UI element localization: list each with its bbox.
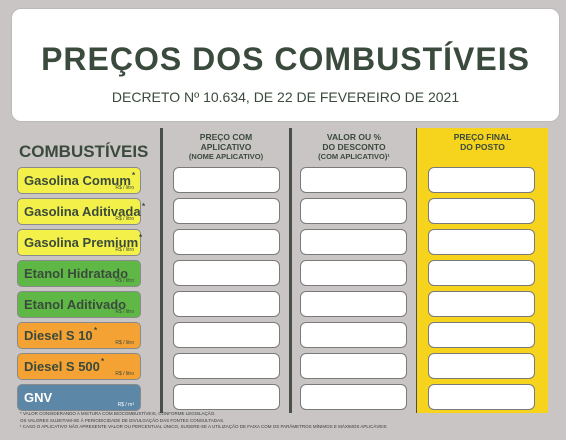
fuel-label: Gasolina Comum * R$ / litro — [17, 167, 141, 194]
fuel-mark: * — [132, 171, 136, 180]
fuel-name: Etanol Aditivado — [24, 297, 127, 312]
fuel-name: Etanol Hidratado — [24, 266, 129, 281]
fuel-label: GNV R$ / m³ — [17, 384, 141, 411]
discount-field[interactable] — [300, 384, 407, 410]
header-panel: PREÇOS DOS COMBUSTÍVEIS DECRETO Nº 10.63… — [11, 8, 560, 122]
column-header-line: (COM APLICATIVO)¹ — [318, 152, 390, 161]
discount-field[interactable] — [300, 229, 407, 255]
final-price-field[interactable] — [428, 167, 535, 193]
footnote: ¹ CASO O APLICATIVO NÃO APRESENTE VALOR … — [20, 424, 387, 429]
column-header-line: DO POSTO — [460, 142, 505, 152]
fuel-name: Diesel S 10 — [24, 328, 93, 343]
fuel-mark: * — [139, 233, 143, 242]
fuel-name: Gasolina Aditivada — [24, 204, 141, 219]
fuel-name: GNV — [24, 390, 53, 405]
app-price-field[interactable] — [173, 198, 280, 224]
discount-field[interactable] — [300, 322, 407, 348]
fuel-unit: R$ / m³ — [117, 402, 134, 408]
fuel-label: Gasolina Premium * R$ / litro — [17, 229, 143, 256]
fuel-label: Etanol Hidratado R$ / litro — [17, 260, 141, 287]
page-title: PREÇOS DOS COMBUSTÍVEIS — [41, 41, 530, 77]
fuel-unit: R$ / litro — [115, 340, 134, 346]
discount-field[interactable] — [300, 291, 407, 317]
fuel-label: Diesel S 10 * R$ / litro — [17, 322, 141, 349]
fuel-label: Etanol Aditivado R$ / litro — [17, 291, 141, 318]
footnote: * VALOR CONSIDERANDO A MISTURA COM BIOCO… — [20, 411, 216, 416]
discount-field[interactable] — [300, 167, 407, 193]
app-price-field[interactable] — [173, 167, 280, 193]
final-price-field[interactable] — [428, 198, 535, 224]
discount-field[interactable] — [300, 260, 407, 286]
discount-field[interactable] — [300, 353, 407, 379]
fuel-unit: R$ / litro — [115, 216, 134, 222]
fuel-label: Diesel S 500 * R$ / litro — [17, 353, 141, 380]
fuel-unit: R$ / litro — [115, 185, 134, 191]
app-price-field[interactable] — [173, 384, 280, 410]
column-header-line: (NOME APLICATIVO) — [188, 152, 264, 161]
column-header-line: VALOR OU % — [326, 132, 382, 142]
fuel-name: Diesel S 500 — [24, 359, 100, 374]
column-header: VALOR OU % DO DESCONTO (COM APLICATIVO)¹ — [292, 132, 416, 162]
final-price-field[interactable] — [428, 353, 535, 379]
app-price-field[interactable] — [173, 229, 280, 255]
column-header-line: APLICATIVO — [200, 142, 252, 152]
fuel-name: Gasolina Premium — [24, 235, 139, 250]
fuel-unit: R$ / litro — [115, 278, 134, 284]
discount-field[interactable] — [300, 198, 407, 224]
fuel-unit: R$ / litro — [115, 371, 134, 377]
fuel-unit: R$ / litro — [115, 309, 134, 315]
final-price-field[interactable] — [428, 229, 535, 255]
app-price-field[interactable] — [173, 322, 280, 348]
footnote: OS VALORES SUJEITAM-SE À PERIODICIDADE D… — [20, 417, 225, 423]
app-price-field[interactable] — [173, 291, 280, 317]
fuel-heading: COMBUSTÍVEIS — [19, 142, 149, 161]
final-price-field[interactable] — [428, 260, 535, 286]
column-header-line: PREÇO FINAL — [453, 132, 512, 142]
fuel-mark: * — [142, 202, 146, 211]
fuel-mark: * — [94, 326, 98, 335]
fuel-unit: R$ / litro — [115, 247, 134, 253]
footnotes: * VALOR CONSIDERANDO A MISTURA COM BIOCO… — [20, 411, 387, 431]
column-header: PREÇO FINAL DO POSTO — [420, 132, 545, 152]
fuel-name: Gasolina Comum — [24, 173, 131, 188]
final-price-field[interactable] — [428, 291, 535, 317]
app-price-field[interactable] — [173, 260, 280, 286]
column-header-line: DO DESCONTO — [322, 142, 386, 152]
fuel-mark: * — [101, 357, 105, 366]
decree-subtitle: DECRETO Nº 10.634, DE 22 DE FEVEREIRO DE… — [111, 89, 460, 105]
fuel-label: Gasolina Aditivada * R$ / litro — [17, 198, 145, 225]
final-price-field[interactable] — [428, 322, 535, 348]
final-price-field[interactable] — [428, 384, 535, 410]
column-header-line: PREÇO COM — [199, 132, 253, 142]
app-price-field[interactable] — [173, 353, 280, 379]
column-header: PREÇO COM APLICATIVO (NOME APLICATIVO) — [163, 132, 289, 162]
